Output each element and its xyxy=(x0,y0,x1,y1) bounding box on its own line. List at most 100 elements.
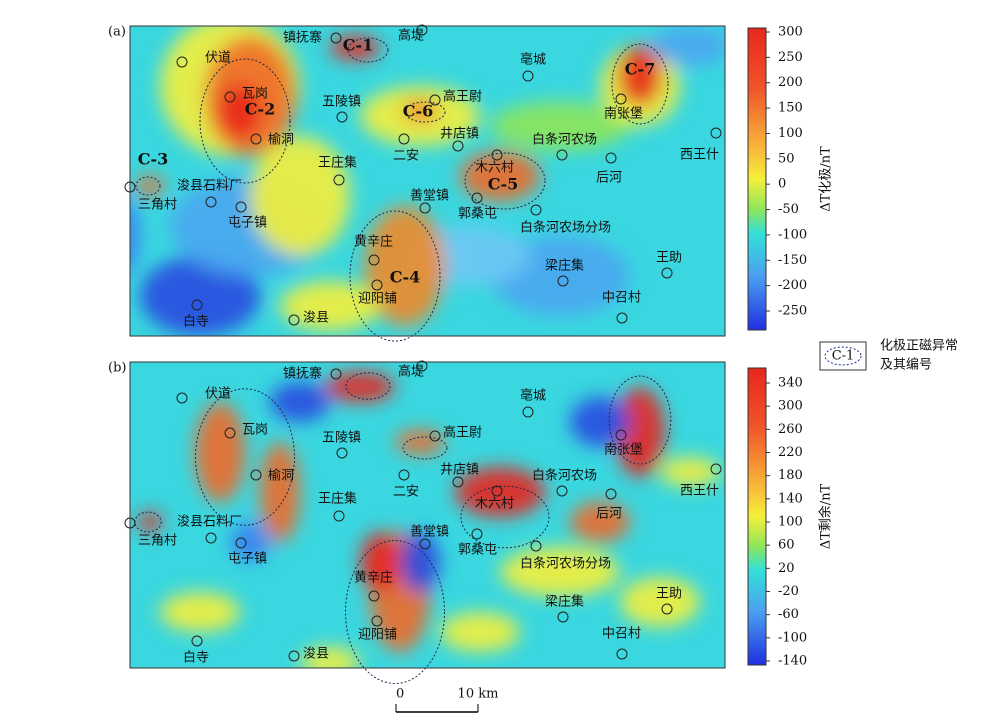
colorbar-title: ΔT化极/nT xyxy=(819,146,834,212)
colorbar-tick-label: 260 xyxy=(778,422,803,437)
place-name: 浚县石料厂 xyxy=(177,515,242,530)
colorbar-tick-label: 250 xyxy=(778,50,803,65)
anomaly-outline xyxy=(464,152,546,210)
anomaly-blob xyxy=(500,547,620,597)
place-marker xyxy=(250,469,262,481)
anomaly-outline xyxy=(195,388,295,526)
place-marker xyxy=(124,517,136,529)
place-marker xyxy=(491,149,503,161)
place-marker xyxy=(605,152,617,164)
anomaly-blob xyxy=(130,201,140,271)
map-blobs xyxy=(130,26,725,336)
colorbar-tick-label: -20 xyxy=(778,584,799,599)
place-marker xyxy=(336,447,348,459)
colorbar-tick-label: 340 xyxy=(778,376,803,391)
place-name: 高堤 xyxy=(398,28,424,44)
colorbar-tick-label: 300 xyxy=(778,25,803,40)
place-name: 南张堡 xyxy=(604,106,643,122)
place-marker xyxy=(429,94,441,106)
anomaly-blob xyxy=(280,281,380,331)
anomaly-blob xyxy=(136,176,164,196)
place-name: 中召村 xyxy=(602,627,641,642)
anomaly-blob xyxy=(195,402,245,502)
anomaly-blob xyxy=(570,502,630,542)
place-name: 南张堡 xyxy=(604,442,643,458)
place-name: 黄辛庄 xyxy=(354,570,393,586)
colorbar-tick-label: 0 xyxy=(778,177,786,192)
place-name: 屯子镇 xyxy=(228,216,267,231)
place-name: 王助 xyxy=(656,587,682,602)
place-marker xyxy=(416,24,428,36)
place-name: 亳城 xyxy=(520,52,546,68)
place-name: 浚县 xyxy=(303,647,329,662)
anomaly-label: C-4 xyxy=(390,268,421,287)
scale: 0 10 km xyxy=(395,687,499,712)
place-name: 白条河农场分场 xyxy=(520,556,611,572)
place-name: 三角村 xyxy=(138,534,177,549)
place-marker xyxy=(530,204,542,216)
colorbar-tick-label: 200 xyxy=(778,75,803,90)
place-marker xyxy=(710,127,722,139)
place-marker xyxy=(471,192,483,204)
colorbar-tick-label: -50 xyxy=(778,202,799,217)
anomaly-blob xyxy=(620,577,700,627)
place-name: 井店镇 xyxy=(440,127,479,142)
colorbar-tick-label: -100 xyxy=(778,630,807,645)
anomaly-label: C-1 xyxy=(343,36,374,55)
colorbar-tick-label: -140 xyxy=(778,654,807,669)
legend-outline xyxy=(824,346,862,366)
place-marker xyxy=(556,485,568,497)
place-name: 榆洞 xyxy=(268,469,294,484)
anomaly-outline xyxy=(460,485,550,549)
place-marker xyxy=(522,406,534,418)
place-name: 浚县 xyxy=(303,311,329,326)
place-name: 瓦岗 xyxy=(242,423,268,438)
place-name: 迎阳铺 xyxy=(358,292,397,307)
place-name: 镇抚寨 xyxy=(283,366,322,382)
place-name: 榆洞 xyxy=(268,133,294,148)
place-marker xyxy=(176,392,188,404)
anomaly-blob xyxy=(325,372,395,402)
place-name: 白条河农场 xyxy=(532,132,597,148)
place-marker xyxy=(235,201,247,213)
place-name: 梁庄集 xyxy=(545,258,584,274)
place-marker xyxy=(556,149,568,161)
legend-symbol: C-1 xyxy=(832,349,855,364)
anomaly-blob xyxy=(395,430,445,454)
anomaly-blob xyxy=(250,136,350,256)
place-name: 井店镇 xyxy=(440,463,479,478)
anomaly-outline xyxy=(135,176,161,196)
place-marker xyxy=(191,635,203,647)
place-name: 镇抚寨 xyxy=(283,30,322,46)
anomaly-outline xyxy=(611,43,669,125)
anomaly-outline xyxy=(402,436,448,460)
map-raster xyxy=(130,362,725,668)
place-name: 高王尉 xyxy=(443,89,482,105)
anomaly-blob xyxy=(140,256,260,336)
place-marker xyxy=(557,611,569,623)
place-marker xyxy=(398,133,410,145)
place-name: 郭桑屯 xyxy=(458,206,497,222)
colorbar-title: ΔT剩余/nT xyxy=(818,483,834,549)
place-marker xyxy=(616,312,628,324)
place-marker xyxy=(371,279,383,291)
place-name: 木六村 xyxy=(475,497,514,512)
place-name: 王庄集 xyxy=(318,155,357,171)
place-name: 木六村 xyxy=(475,161,514,176)
colorbar xyxy=(747,27,767,331)
place-name: 黄辛庄 xyxy=(354,234,393,250)
scale-label: 10 km xyxy=(458,687,499,702)
anomaly-blob xyxy=(360,532,400,592)
place-name: 王庄集 xyxy=(318,491,357,507)
anomaly-blob xyxy=(650,26,725,66)
anomaly-outline xyxy=(608,375,672,465)
place-marker xyxy=(235,537,247,549)
anomaly-blob xyxy=(440,612,520,652)
place-marker xyxy=(530,540,542,552)
place-marker xyxy=(224,91,236,103)
colorbar-tick-label: -60 xyxy=(778,607,799,622)
anomaly-blob xyxy=(270,382,330,422)
place-marker xyxy=(416,360,428,372)
